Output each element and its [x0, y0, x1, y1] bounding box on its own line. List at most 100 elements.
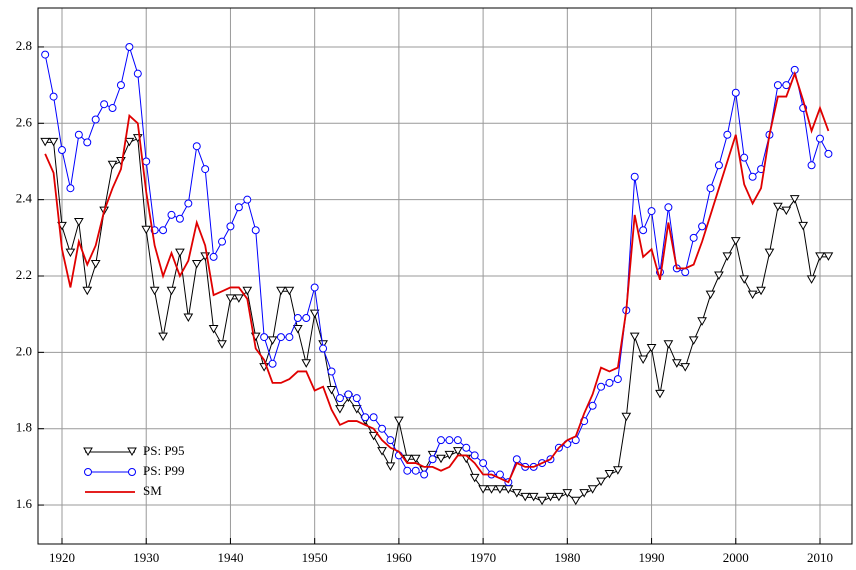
triangle-marker — [183, 313, 194, 323]
triangle-marker — [781, 206, 792, 216]
circle-marker — [128, 468, 136, 476]
x-tick-label: 1950 — [302, 550, 328, 565]
triangle-marker — [48, 137, 59, 147]
circle-marker — [706, 184, 715, 193]
circle-marker — [588, 401, 597, 410]
circle-marker — [664, 203, 673, 212]
circle-marker — [748, 172, 757, 181]
triangle-marker — [823, 252, 834, 261]
triangle-marker — [394, 416, 404, 426]
circle-marker — [83, 138, 92, 147]
triangle-marker — [469, 473, 480, 483]
circle-marker — [159, 226, 168, 235]
triangle-marker — [511, 489, 522, 498]
circle-marker — [403, 466, 412, 475]
triangle-marker — [301, 359, 312, 368]
triangle-marker — [217, 340, 227, 349]
triangle-marker — [267, 336, 278, 345]
triangle-marker — [309, 309, 320, 319]
triangle-marker — [714, 271, 724, 281]
triangle-marker — [520, 492, 531, 502]
circle-marker — [352, 394, 361, 403]
circle-marker — [740, 153, 749, 162]
circle-marker — [91, 115, 100, 124]
circle-marker — [268, 359, 277, 368]
circle-marker — [201, 165, 210, 174]
triangle-marker — [570, 496, 581, 506]
legend-label: SM — [143, 483, 162, 498]
circle-marker — [209, 252, 218, 261]
triangle-marker — [40, 137, 51, 147]
circle-marker — [327, 367, 336, 376]
circle-marker — [251, 226, 260, 235]
circle-marker — [453, 436, 462, 445]
triangle-marker — [680, 363, 691, 372]
circle-marker — [41, 50, 50, 59]
circle-marker — [714, 161, 723, 170]
triangle-marker — [478, 485, 488, 494]
triangle-marker — [452, 447, 463, 456]
y-tick-label: 2.8 — [16, 38, 32, 53]
triangle-marker — [166, 286, 177, 296]
circle-marker — [731, 88, 740, 97]
triangle-marker — [402, 454, 413, 464]
plot-frame — [37, 7, 853, 545]
circle-marker — [218, 237, 227, 246]
triangle-marker — [730, 237, 741, 246]
circle-marker — [613, 375, 622, 384]
circle-marker — [436, 436, 445, 445]
triangle-marker — [276, 286, 286, 296]
triangle-marker — [655, 389, 665, 399]
series-line — [45, 137, 829, 502]
circle-marker — [773, 81, 782, 90]
triangle-marker — [175, 248, 185, 258]
triangle-marker — [663, 340, 674, 349]
circle-marker — [723, 130, 732, 139]
triangle-marker — [697, 317, 707, 326]
triangle-marker — [242, 286, 253, 296]
circle-marker — [100, 100, 109, 109]
triangle-marker — [335, 405, 345, 414]
circle-marker — [175, 214, 184, 223]
triangle-marker — [798, 221, 809, 231]
circle-marker — [361, 413, 370, 422]
triangle-marker — [579, 489, 590, 498]
x-tick-label: 1930 — [133, 550, 159, 565]
circle-marker — [420, 470, 429, 479]
circle-marker — [681, 268, 690, 277]
triangle-marker — [410, 454, 421, 464]
triangle-marker — [596, 477, 606, 487]
triangle-marker — [789, 195, 800, 204]
circle-marker — [226, 222, 235, 231]
circle-marker — [344, 390, 353, 399]
circle-marker — [319, 344, 328, 353]
circle-marker — [74, 130, 83, 139]
circle-marker — [689, 233, 698, 242]
circle-marker — [605, 378, 614, 387]
triangle-marker — [326, 386, 337, 395]
triangle-marker — [815, 252, 825, 261]
triangle-marker — [436, 454, 446, 464]
circle-marker — [411, 466, 420, 475]
triangle-marker — [629, 332, 640, 342]
triangle-marker — [756, 286, 766, 296]
circle-marker — [84, 468, 92, 476]
triangle-marker — [82, 286, 93, 296]
triangle-marker — [621, 412, 632, 422]
triangle-marker — [225, 294, 236, 303]
triangle-marker — [806, 275, 817, 284]
triangle-marker — [747, 290, 758, 300]
triangle-marker — [764, 248, 775, 258]
circle-marker — [807, 161, 816, 170]
x-tick-label: 1970 — [470, 550, 496, 565]
legend-label: PS: P99 — [143, 463, 185, 478]
circle-marker — [369, 413, 378, 422]
circle-marker — [66, 184, 75, 193]
circle-marker — [58, 146, 67, 155]
triangle-marker — [141, 225, 152, 235]
triangle-marker — [613, 466, 623, 475]
circle-marker — [815, 134, 824, 143]
x-tick-label: 1980 — [554, 550, 580, 565]
triangle-marker — [368, 431, 379, 441]
y-tick-label: 2.6 — [16, 114, 33, 129]
